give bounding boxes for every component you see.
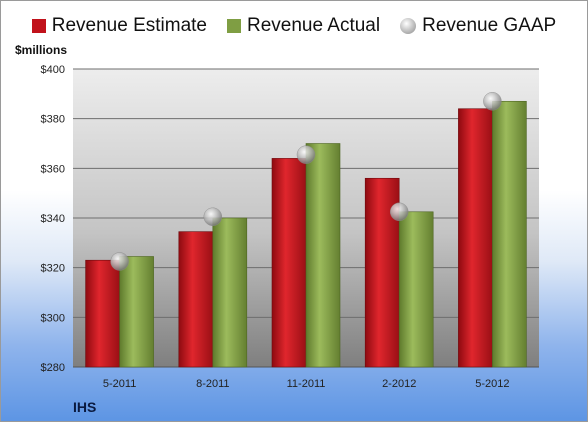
y-tick-label: $340: [41, 213, 65, 225]
company-label: IHS: [73, 399, 97, 415]
x-tick-label: 5-2011: [103, 378, 136, 390]
marker-revenue-gaap: [483, 92, 502, 111]
bar-revenue-actual: [492, 100, 527, 368]
legend-item-estimate: Revenue Estimate: [31, 15, 207, 37]
marker-revenue-gaap: [296, 145, 316, 164]
legend-label-gaap: Revenue GAAP: [422, 15, 557, 36]
legend-label-actual: Revenue Actual: [247, 15, 381, 36]
bar-revenue-estimate: [178, 231, 214, 368]
legend-swatch-actual: [227, 19, 241, 33]
x-tick-label: 5-2012: [475, 378, 509, 390]
legend-item-gaap: Revenue GAAP: [400, 15, 556, 37]
x-tick-label: 8-2011: [196, 378, 229, 390]
marker-revenue-gaap: [203, 207, 223, 227]
marker-revenue-gaap: [110, 252, 129, 271]
y-tick-label: $320: [41, 263, 65, 275]
legend-swatch-estimate: [31, 19, 46, 33]
y-tick-label: $360: [41, 163, 65, 175]
legend-item-actual: Revenue Actual: [227, 15, 380, 37]
bar-revenue-actual: [119, 256, 154, 368]
y-tick-label: $400: [41, 64, 65, 76]
bar-revenue-estimate: [85, 259, 120, 368]
legend-swatch-gaap: [400, 18, 417, 34]
y-tick-label: $380: [41, 114, 65, 126]
bar-revenue-actual: [305, 143, 341, 368]
legend: Revenue Estimate Revenue Actual Revenue …: [1, 15, 587, 37]
marker-revenue-gaap: [389, 202, 409, 222]
y-tick-label: $300: [41, 312, 65, 324]
x-tick-label: 11-2011: [287, 378, 326, 390]
bar-revenue-actual: [398, 211, 434, 368]
bar-revenue-estimate: [271, 158, 307, 368]
x-tick-label: 2-2012: [382, 378, 416, 390]
y-tick-label: $280: [41, 362, 65, 374]
bar-revenue-estimate: [458, 108, 493, 368]
y-axis-unit-label: $millions: [15, 43, 68, 57]
bar-revenue-actual: [212, 217, 248, 368]
legend-label-estimate: Revenue Estimate: [51, 15, 207, 36]
